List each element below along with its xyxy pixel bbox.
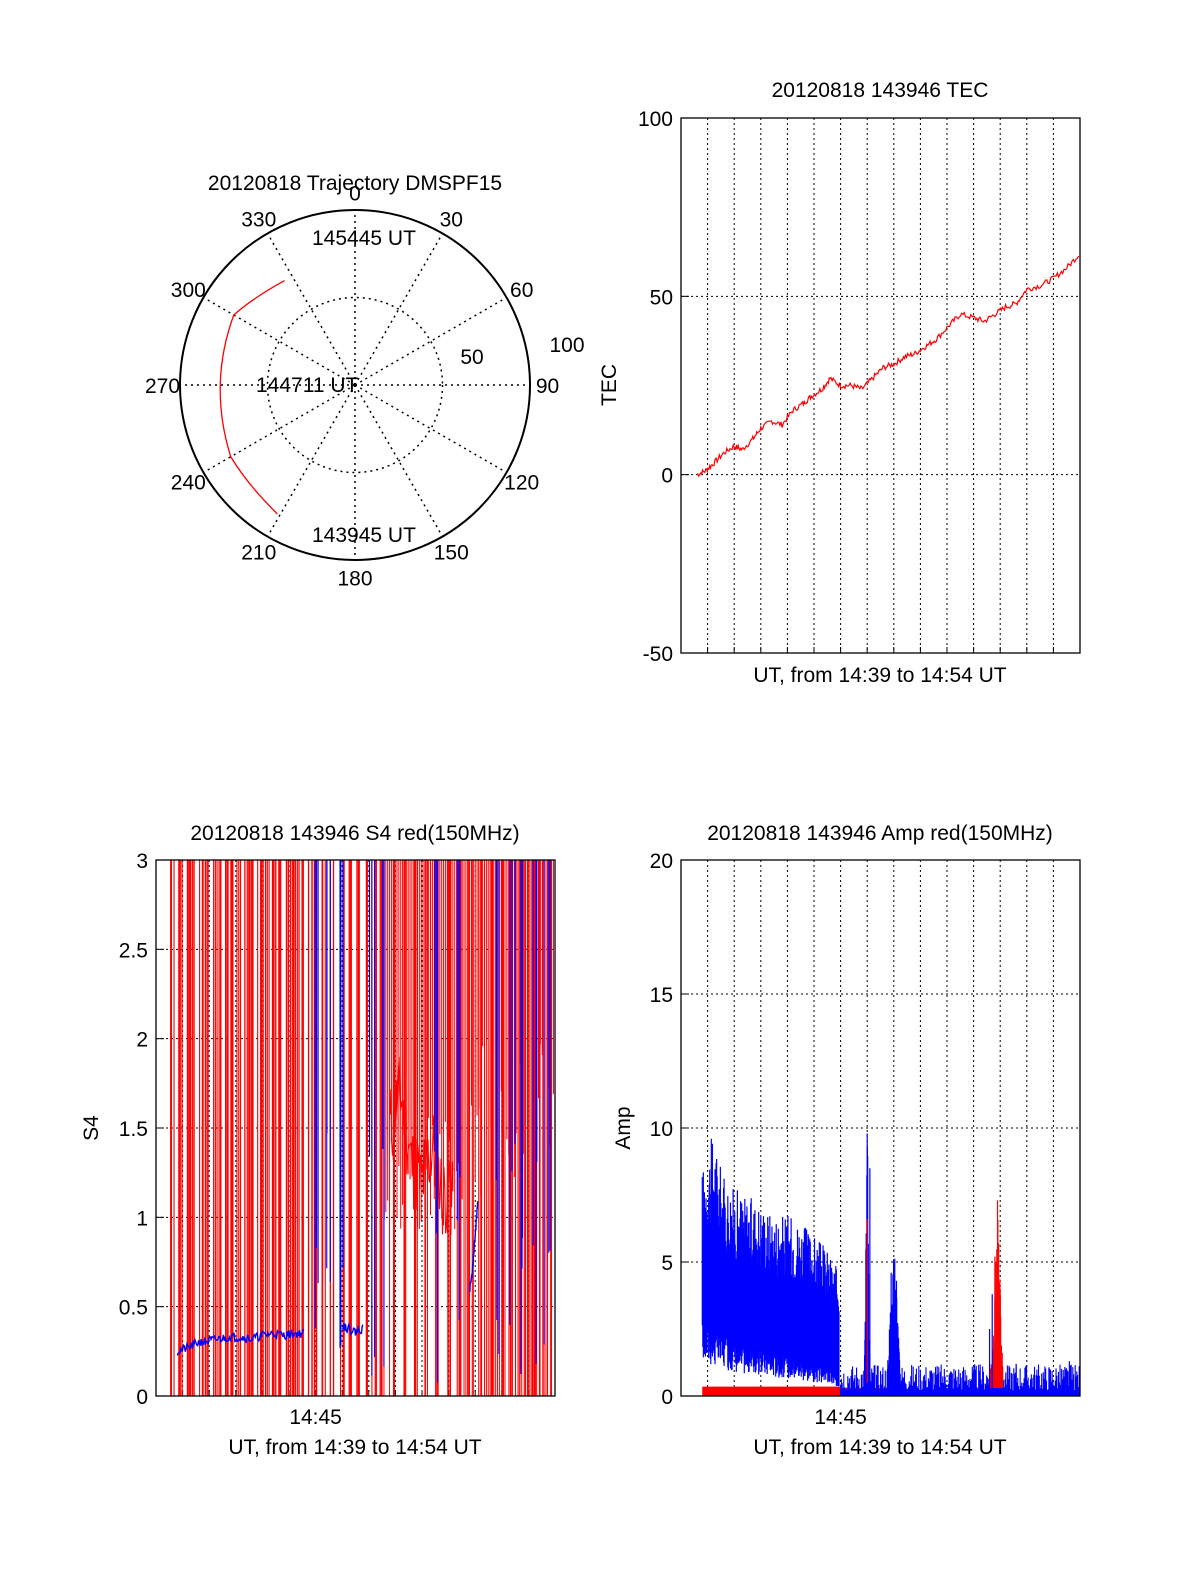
amp-x-tick-label: 14:45 [814,1406,867,1429]
s4-title: 20120818 143946 S4 red(150MHz) [190,822,519,845]
polar-ring-50 [266,296,444,474]
amp-x-axis-label: UT, from 14:39 to 14:54 UT [753,1436,1006,1459]
tec-y-tick-label: 100 [638,108,673,131]
s4-data-layer [170,860,554,1396]
s4-y-axis-label: S4 [80,1115,103,1141]
tec-series-line [696,255,1080,478]
amp-y-tick-label: 5 [661,1252,673,1275]
s4-y-tick-label: 0.5 [119,1297,148,1320]
trajectory-annotation: 143945 UT [312,524,416,547]
polar-azimuth-label: 300 [171,279,206,302]
s4-blue-series [469,1201,479,1293]
trajectory-annotation: 145445 UT [312,227,416,250]
polar-spoke-210 [266,384,356,537]
polar-spoke-330 [266,233,356,386]
polar-radial-label: 100 [549,334,584,357]
polar-azimuth-label: 30 [440,208,463,231]
s4-y-tick-label: 0 [136,1386,148,1409]
trajectory-annotation: 144711 UT [256,374,359,397]
s4-y-tick-label: 1 [136,1207,148,1230]
s4-blue-series [176,1328,305,1356]
tec-y-tick-label: -50 [643,643,673,666]
tec-plot: 20120818 143946 TEC -50 0 50 100 UT, from 1… [598,79,1081,687]
tec-plot-frame [680,117,1081,654]
polar-azimuth-label: 120 [504,471,539,494]
tec-title: 20120818 143946 TEC [772,79,989,102]
polar-radial-label: 50 [460,346,483,369]
s4-blue-series [341,1322,364,1336]
tec-x-axis-label: UT, from 14:39 to 14:54 UT [753,664,1006,687]
trajectory-track [219,279,285,515]
s4-y-tick-label: 2 [136,1029,148,1052]
polar-azimuth-label: 150 [434,542,469,565]
s4-y-tick-label: 3 [136,850,148,873]
amp-y-axis-label: Amp [612,1106,635,1149]
tec-y-tick-label: 0 [661,465,673,488]
tec-y-axis-label: TEC [598,364,621,406]
polar-spoke-300 [203,296,356,386]
amp-title: 20120818 143946 Amp red(150MHz) [707,822,1053,845]
polar-azimuth-label: 270 [145,375,180,398]
tec-y-tick-label: 50 [650,286,673,309]
amp-y-tick-label: 0 [661,1386,673,1409]
polar-spoke-150 [354,384,444,537]
s4-red-band [389,1056,454,1235]
s4-y-tick-label: 1.5 [119,1118,148,1141]
polar-azimuth-label: 210 [241,542,276,565]
amp-y-tick-label: 15 [650,984,673,1007]
polar-spoke-30 [354,233,444,386]
s4-plot: 20120818 143946 S4 red(150MHz) 0 0.5 1 1.5 2… [80,822,556,1459]
polar-spoke-240 [203,384,356,474]
polar-azimuth-label: 60 [510,279,533,302]
amp-red-baseline [702,1386,841,1396]
polar-spoke-120 [354,384,507,474]
amp-y-tick-label: 20 [650,850,673,873]
amp-data-layer [701,1133,1080,1396]
amp-plot: 20120818 143946 Amp red(150MHz) 0 5 10 15 20… [612,822,1081,1459]
amp-plot-frame [680,859,1081,1397]
polar-azimuth-label: 90 [536,375,559,398]
polar-spoke-60 [354,296,507,386]
s4-x-tick-label: 14:45 [289,1406,342,1429]
s4-plot-frame [155,859,556,1397]
polar-azimuth-label: 180 [337,568,372,591]
polar-azimuth-label: 0 [349,183,361,206]
amp-y-tick-label: 10 [650,1118,673,1141]
polar-azimuth-label: 240 [171,471,206,494]
trajectory-polar-plot: 20120818 Trajectory DMSPF15 0 30 60 90 120 15… [145,172,585,591]
s4-y-tick-label: 2.5 [119,939,148,962]
s4-x-axis-label: UT, from 14:39 to 14:54 UT [228,1436,481,1459]
polar-azimuth-label: 330 [241,208,276,231]
trajectory-title: 20120818 Trajectory DMSPF15 [208,172,502,195]
